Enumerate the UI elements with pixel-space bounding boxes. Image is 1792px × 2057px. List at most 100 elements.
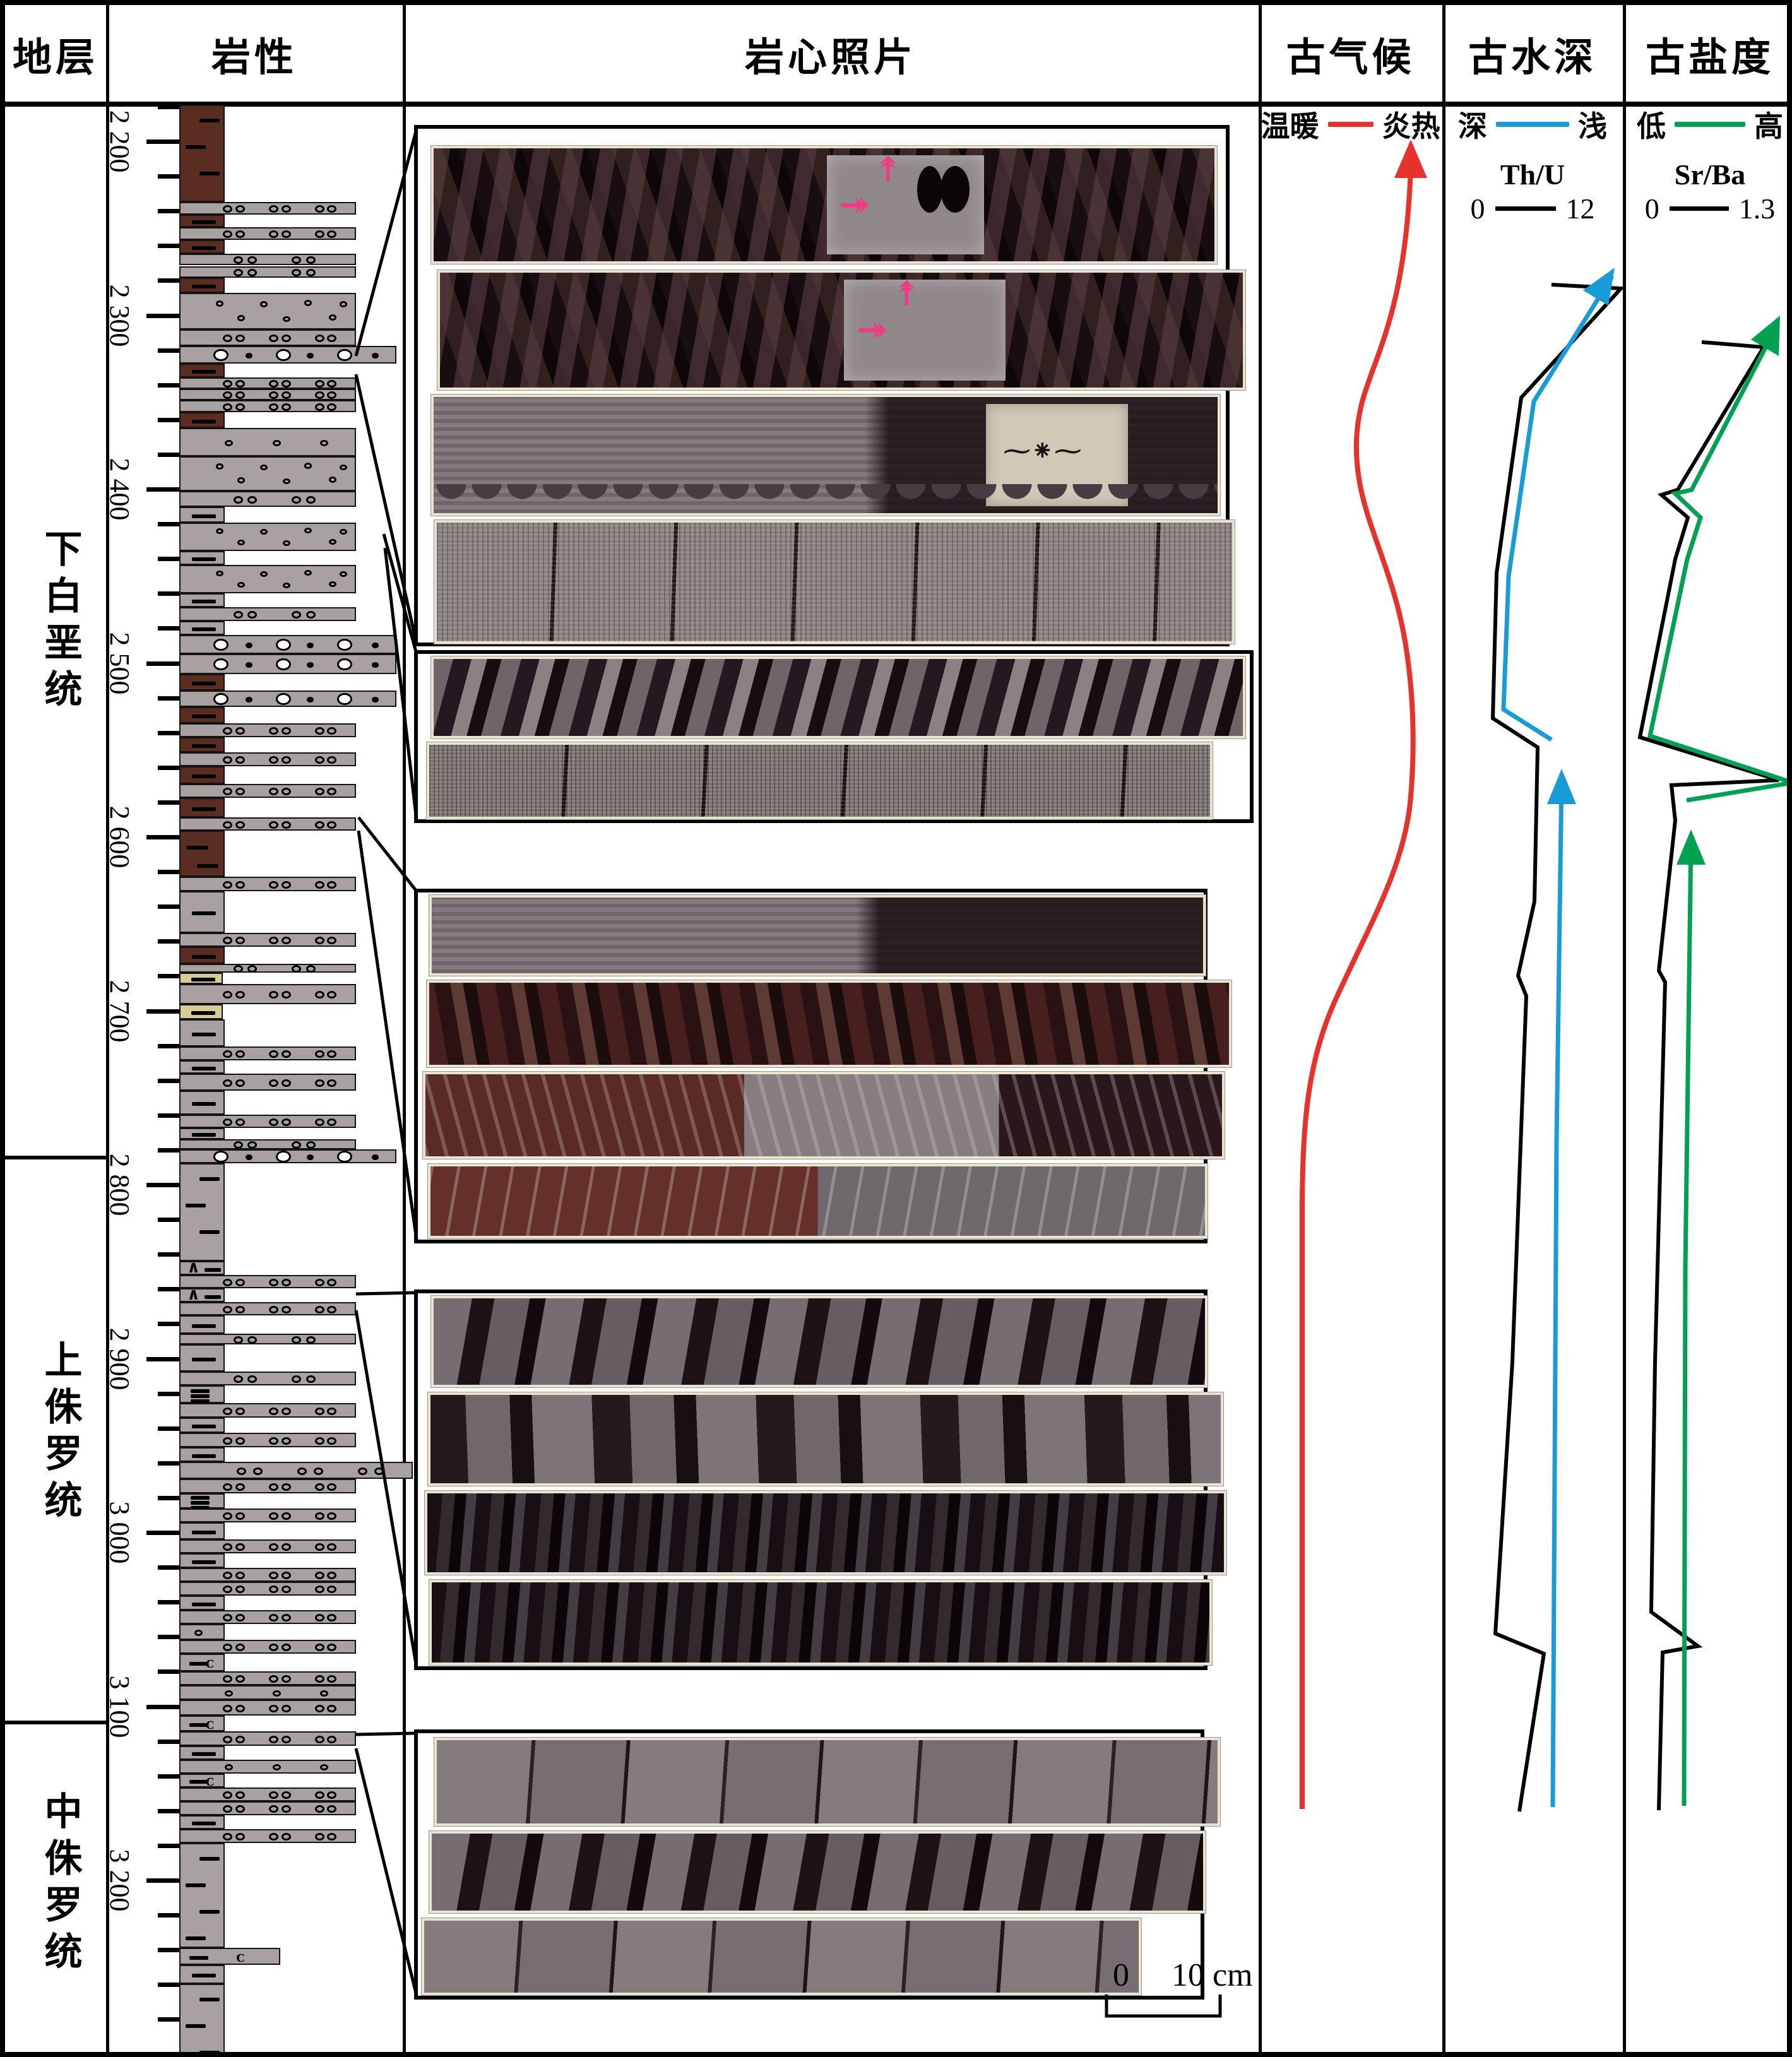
lith-bed-bm — [179, 412, 225, 428]
lith-symbol-circle — [247, 269, 258, 276]
lith-symbol-dash — [192, 1133, 216, 1137]
lith-symbol-circle — [292, 1375, 302, 1383]
lith-symbol-circle — [269, 1278, 278, 1286]
lith-symbol-circle — [269, 1791, 278, 1799]
lith-bed-ss — [179, 227, 356, 240]
lith-symbol-circle — [306, 697, 314, 702]
lith-symbol-circle — [306, 353, 314, 359]
lith-symbol-circle — [304, 527, 312, 534]
depth-tick-minor — [158, 1774, 179, 1779]
lith-symbol-circle — [327, 821, 337, 829]
lith-symbol-circle — [223, 880, 233, 889]
lith-bed-ss — [179, 1139, 356, 1149]
lith-symbol-circle — [225, 439, 233, 446]
salinity-curve-black — [1637, 340, 1779, 1811]
lith-symbol-circle — [246, 662, 253, 668]
header-paleo-water-depth: 古水深 — [1468, 36, 1597, 80]
lith-symbol-dash — [186, 2024, 206, 2028]
lith-symbol-circle — [327, 1050, 337, 1058]
lith-symbol-dash — [199, 1998, 220, 2001]
lith-bed-ss — [179, 1046, 356, 1060]
lith-symbol-circle — [247, 1141, 258, 1149]
core-plug-hole — [917, 166, 942, 213]
lith-symbol-dash — [192, 682, 216, 685]
lith-symbol-circle — [246, 643, 253, 648]
depth-tick-minor — [158, 1078, 179, 1083]
lith-symbol-circle — [371, 1154, 379, 1160]
lith-symbol-circle — [235, 1614, 245, 1621]
lith-symbol-curl: ᴄ — [205, 1771, 215, 1789]
lith-symbol-dash — [192, 714, 216, 718]
lith-symbol-circle — [329, 314, 337, 321]
water-ratio-max: 12 — [1565, 193, 1595, 225]
lith-symbol-circle — [246, 697, 253, 702]
lith-symbol-circle — [327, 1483, 337, 1491]
lith-symbol-circle — [276, 1151, 292, 1163]
lith-symbol-circle — [281, 1407, 291, 1415]
core-strip-redmottle — [423, 1072, 1225, 1159]
lith-symbol-circle — [314, 1543, 324, 1551]
lith-symbol-circle — [281, 937, 291, 944]
lith-symbol-circle — [223, 1278, 233, 1286]
lith-bed-bm — [179, 364, 225, 377]
lith-symbol-curl: ᴄ — [205, 1714, 215, 1733]
lith-symbol-circle — [194, 1629, 203, 1636]
lith-symbol-circle — [281, 1586, 291, 1593]
water-depth-trend-upper — [1501, 275, 1614, 742]
lith-symbol-circle — [306, 1141, 316, 1149]
lith-bed-ss — [179, 1334, 356, 1344]
lith-symbol-circle — [329, 477, 337, 483]
lith-bed-ss — [179, 1302, 356, 1315]
depth-tick-minor — [158, 244, 179, 249]
salinity-trend-arrowhead-lower-icon — [1676, 829, 1706, 865]
lith-symbol-circle — [340, 571, 347, 578]
lith-symbol-circle — [327, 880, 337, 889]
lith-symbol-dash — [192, 1357, 216, 1361]
lith-symbol-circle — [237, 315, 245, 322]
depth-tick-minor — [158, 1495, 179, 1500]
lith-symbol-circle — [292, 269, 302, 276]
lith-symbol-circle — [269, 1512, 278, 1520]
lith-bed-gm: ᴄ — [179, 1771, 225, 1789]
core-strip-grayshaledark — [428, 1392, 1223, 1486]
depth-tick-minor — [158, 1391, 179, 1396]
lith-symbol-circle — [327, 727, 337, 735]
lith-bed-gm: ᴄ — [179, 1714, 225, 1733]
lith-bed-ss — [179, 1610, 356, 1624]
lith-symbol-circle — [235, 1675, 245, 1683]
lith-symbol-dash — [199, 1910, 220, 1914]
lith-symbol-circle — [223, 391, 233, 399]
divider-lith-photo — [403, 5, 406, 2052]
depth-tick-minor — [158, 452, 179, 457]
lith-bed-ss — [179, 1760, 356, 1774]
lith-symbol-dash — [192, 1530, 216, 1534]
lith-symbol-dash — [191, 978, 216, 981]
lith-symbol-circle — [223, 1614, 233, 1621]
lith-bed-ss — [179, 1433, 356, 1447]
header-underline — [5, 102, 1787, 107]
lith-symbol-circle — [314, 1512, 324, 1520]
lith-symbol-circle — [213, 1151, 228, 1163]
lith-symbol-circle — [216, 300, 223, 307]
lith-symbol-circle — [327, 1704, 337, 1712]
photo-connector-line — [355, 1731, 417, 1736]
lith-bed-ys — [179, 1004, 223, 1019]
lith-symbol-circle — [223, 1805, 233, 1813]
lith-bed-ss — [179, 784, 356, 798]
depth-tick-minor — [158, 522, 179, 527]
divider-photo-climate — [1259, 5, 1262, 2052]
lith-symbol-circle — [327, 403, 337, 411]
core-strip-darkshale — [429, 1580, 1212, 1665]
lith-symbol-circle — [234, 256, 243, 264]
lith-symbol-circle — [269, 1050, 278, 1058]
lith-symbol-circle — [336, 349, 352, 362]
lith-symbol-circle — [235, 1644, 245, 1651]
lith-bed-gm — [179, 1965, 225, 1984]
photo-connector-line — [357, 830, 418, 1240]
lith-symbol-circle — [276, 693, 292, 706]
lith-symbol-circle — [281, 821, 291, 829]
lith-bed-bm — [179, 674, 225, 691]
lith-symbol-dash — [189, 1955, 208, 1960]
depth-tick-minor — [158, 209, 179, 214]
lith-symbol-circle — [269, 1305, 278, 1313]
